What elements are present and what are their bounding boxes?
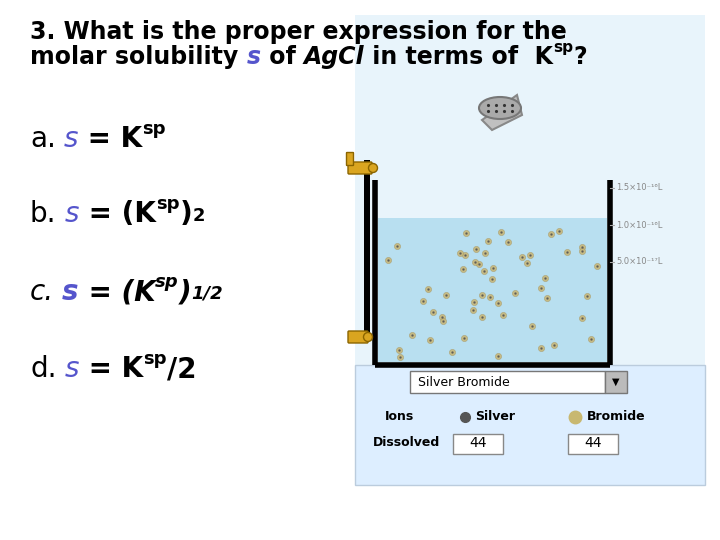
Text: Bromide: Bromide <box>587 410 646 423</box>
Bar <box>364 160 370 340</box>
Text: 5.0×10⁻¹⁷L: 5.0×10⁻¹⁷L <box>616 258 662 267</box>
Text: s: s <box>62 278 78 306</box>
Text: Dissolved: Dissolved <box>373 436 440 449</box>
Text: c.: c. <box>30 278 54 306</box>
Text: sp: sp <box>143 120 166 138</box>
FancyBboxPatch shape <box>346 152 354 165</box>
Text: ▼: ▼ <box>612 377 620 387</box>
Text: 1.0×10⁻¹⁶L: 1.0×10⁻¹⁶L <box>616 220 662 230</box>
Text: 3. What is the proper expression for the: 3. What is the proper expression for the <box>30 20 567 44</box>
Text: = K: = K <box>78 125 143 153</box>
Text: b.: b. <box>30 200 56 228</box>
Polygon shape <box>482 95 522 130</box>
Text: ): ) <box>179 278 192 306</box>
Ellipse shape <box>364 333 372 341</box>
Text: Silver Bromide: Silver Bromide <box>418 375 510 388</box>
Text: AgCl: AgCl <box>304 45 364 69</box>
Text: in terms of  K: in terms of K <box>364 45 554 69</box>
Text: sp: sp <box>156 273 179 291</box>
Bar <box>605 371 627 393</box>
Text: a.: a. <box>30 125 56 153</box>
Ellipse shape <box>479 97 521 119</box>
Text: d.: d. <box>30 355 56 383</box>
Text: ): ) <box>179 200 192 228</box>
Text: = (K: = (K <box>78 278 156 306</box>
Bar <box>378 218 607 362</box>
Text: sp: sp <box>554 40 574 55</box>
Text: = K: = K <box>79 355 143 383</box>
Text: molar solubility: molar solubility <box>30 45 246 69</box>
Ellipse shape <box>369 164 377 172</box>
FancyBboxPatch shape <box>348 331 368 343</box>
Text: = (K: = (K <box>79 200 156 228</box>
Text: ?: ? <box>574 45 587 69</box>
Bar <box>568 434 618 454</box>
Text: 1/2: 1/2 <box>192 285 223 303</box>
Text: s: s <box>246 45 261 69</box>
Text: 2: 2 <box>192 207 204 225</box>
Text: sp: sp <box>156 195 179 213</box>
Text: /2: /2 <box>166 355 196 383</box>
Text: Silver: Silver <box>475 410 515 423</box>
Bar <box>453 434 503 454</box>
Bar <box>355 15 705 485</box>
Text: of: of <box>261 45 304 69</box>
Text: sp: sp <box>143 350 166 368</box>
Text: s: s <box>65 355 79 383</box>
Bar <box>410 371 605 393</box>
FancyBboxPatch shape <box>348 162 372 174</box>
Text: Ions: Ions <box>385 410 414 423</box>
Text: s: s <box>65 200 79 228</box>
Bar <box>355 365 705 485</box>
Text: s: s <box>64 125 78 153</box>
Text: 44: 44 <box>469 436 487 450</box>
Text: 44: 44 <box>584 436 602 450</box>
Text: 1.5×10⁻¹⁶L: 1.5×10⁻¹⁶L <box>616 184 662 192</box>
